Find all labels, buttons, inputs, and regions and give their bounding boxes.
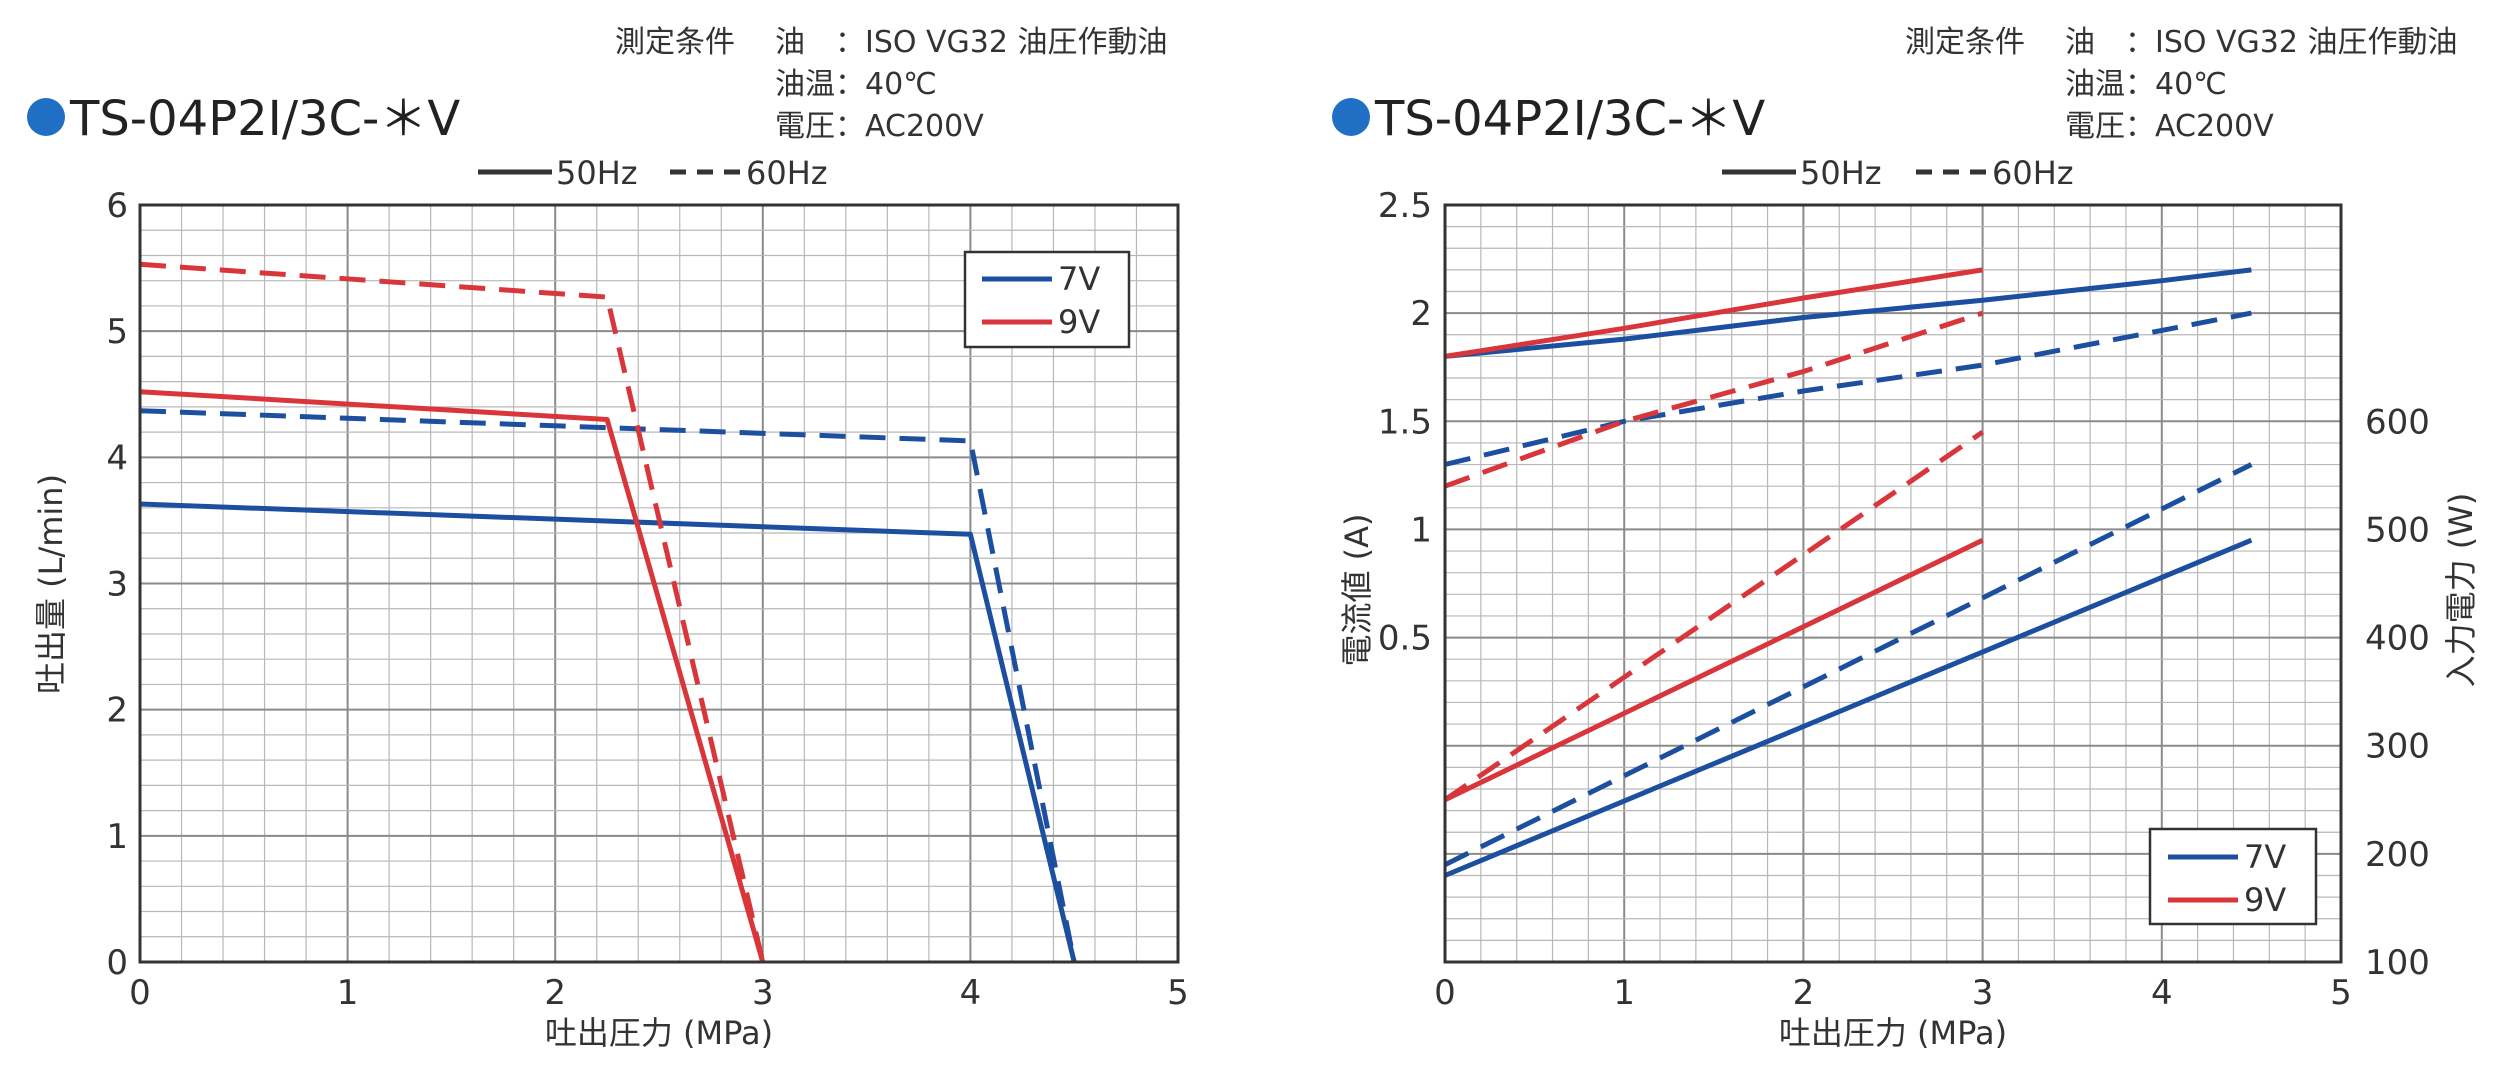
- series-9v-solid-line: [139, 389, 766, 963]
- series-9v-power-solid-line: [1443, 537, 1984, 803]
- left-chart-title: TS-04P2I/3C-＊V: [69, 91, 460, 147]
- x-tick-label: 1: [1613, 973, 1635, 1013]
- left-plot-frame: [138, 203, 1180, 964]
- legend-50hz-label: 50Hz: [1800, 154, 1882, 192]
- right-legend-box: 7V 9V: [2148, 827, 2318, 926]
- condition-oil-key: 油: [2065, 25, 2095, 60]
- right-y-axis-label: 電流値 (A): [1338, 513, 1376, 666]
- condition-temp: 油温：40℃: [775, 67, 937, 102]
- left-grid: [140, 205, 1178, 962]
- left-legend-frame: [963, 250, 1131, 349]
- left-y-tick-labels: 0 1 2 3 4 5 6: [106, 186, 128, 983]
- left-chart: 測定条件 油 ：ISO VG32 油圧作動油 油温：40℃ 電圧：AC200V …: [27, 25, 1189, 1052]
- left-x-axis-label: 吐出圧力 (MPa): [545, 1014, 773, 1052]
- y2-tick-label: 200: [2365, 835, 2430, 875]
- condition-oil-value: ：ISO VG32 油圧作動油: [2125, 25, 2458, 60]
- left-line-style-legend: 50Hz 60Hz: [478, 154, 828, 192]
- x-tick-label: 5: [1167, 973, 1189, 1013]
- right-y2-tick-labels: 100 200 300 400 500 600: [2365, 402, 2430, 983]
- legend-9v-label: 9V: [2244, 881, 2286, 919]
- left-x-tick-labels: 0 1 2 3 4 5: [129, 973, 1189, 1013]
- condition-voltage: 電圧：AC200V: [775, 109, 984, 144]
- title-bullet-icon: [1332, 98, 1370, 136]
- y-tick-label: 2.5: [1378, 186, 1432, 226]
- right-series: [1443, 267, 2253, 878]
- left-y-axis-label: 吐出量 (L/min): [32, 474, 70, 694]
- right-x-axis-label: 吐出圧力 (MPa): [1779, 1014, 2007, 1052]
- y-tick-label: 5: [106, 312, 128, 352]
- title-bullet-icon: [27, 98, 65, 136]
- x-tick-label: 3: [1972, 973, 1994, 1013]
- y-tick-label: 6: [106, 186, 128, 226]
- left-series: [139, 261, 1077, 963]
- series-7v-current-dashed-line: [1444, 310, 2252, 467]
- y2-tick-label: 500: [2365, 510, 2430, 550]
- x-tick-label: 2: [1793, 973, 1815, 1013]
- x-tick-label: 0: [1434, 973, 1456, 1013]
- series-9v-dashed-line: [139, 261, 766, 963]
- series-7v-power-solid-line: [1444, 537, 2253, 878]
- y-tick-label: 4: [106, 438, 128, 478]
- series-7v-dashed-line: [139, 408, 1077, 963]
- right-y-tick-labels: 0.5 1 1.5 2 2.5: [1378, 186, 1432, 659]
- x-tick-label: 0: [129, 973, 151, 1013]
- y2-tick-label: 400: [2365, 619, 2430, 659]
- condition-oil-key: 油: [775, 25, 805, 60]
- condition-label: 測定条件: [1905, 25, 2025, 60]
- legend-7v-label: 7V: [1058, 260, 1100, 298]
- legend-7v-label: 7V: [2244, 838, 2286, 876]
- right-plot-frame: [1443, 203, 2343, 964]
- left-legend-box: 7V 9V: [963, 250, 1131, 349]
- y-tick-label: 1.5: [1378, 402, 1432, 442]
- series-9v-power-dashed-line: [1443, 430, 1985, 802]
- right-chart: 測定条件 油 ：ISO VG32 油圧作動油 油温：40℃ 電圧：AC200V …: [1332, 25, 2480, 1052]
- legend-9v-label: 9V: [1058, 303, 1100, 341]
- x-tick-label: 4: [2151, 973, 2173, 1013]
- y-tick-label: 2: [106, 691, 128, 731]
- x-tick-label: 2: [544, 973, 566, 1013]
- y2-tick-label: 600: [2365, 402, 2430, 442]
- series-7v-current-solid-line: [1444, 267, 2252, 359]
- condition-label: 測定条件: [615, 25, 735, 60]
- right-x-tick-labels: 0 1 2 3 4 5: [1434, 973, 2352, 1013]
- right-chart-title: TS-04P2I/3C-＊V: [1374, 91, 1765, 147]
- legend-50hz-label: 50Hz: [556, 154, 638, 192]
- series-9v-current-solid-line: [1444, 267, 1983, 359]
- x-tick-label: 5: [2330, 973, 2352, 1013]
- x-tick-label: 4: [960, 973, 982, 1013]
- series-9v-current-dashed-line: [1444, 310, 1984, 489]
- x-tick-label: 1: [337, 973, 359, 1013]
- right-line-style-legend: 50Hz 60Hz: [1722, 154, 2074, 192]
- condition-voltage: 電圧：AC200V: [2065, 109, 2274, 144]
- series-7v-power-dashed-line: [1443, 462, 2253, 867]
- legend-60hz-label: 60Hz: [746, 154, 828, 192]
- y2-tick-label: 100: [2365, 943, 2430, 983]
- y2-tick-label: 300: [2365, 727, 2430, 767]
- y-tick-label: 3: [106, 565, 128, 605]
- y-tick-label: 0: [106, 943, 128, 983]
- condition-temp: 油温：40℃: [2065, 67, 2227, 102]
- right-y2-axis-label: 入力電力 (W): [2442, 493, 2480, 688]
- right-legend-frame: [2148, 827, 2318, 926]
- y-tick-label: 0.5: [1378, 619, 1432, 659]
- right-conditions: 測定条件 油 ：ISO VG32 油圧作動油 油温：40℃ 電圧：AC200V: [1905, 25, 2458, 144]
- y-tick-label: 1: [106, 817, 128, 857]
- legend-60hz-label: 60Hz: [1992, 154, 2074, 192]
- left-conditions: 測定条件 油 ：ISO VG32 油圧作動油 油温：40℃ 電圧：AC200V: [615, 25, 1168, 144]
- condition-oil-value: ：ISO VG32 油圧作動油: [835, 25, 1168, 60]
- y-tick-label: 1: [1410, 510, 1432, 550]
- series-7v-solid-line: [139, 501, 1077, 963]
- y-tick-label: 2: [1410, 294, 1432, 334]
- x-tick-label: 3: [752, 973, 774, 1013]
